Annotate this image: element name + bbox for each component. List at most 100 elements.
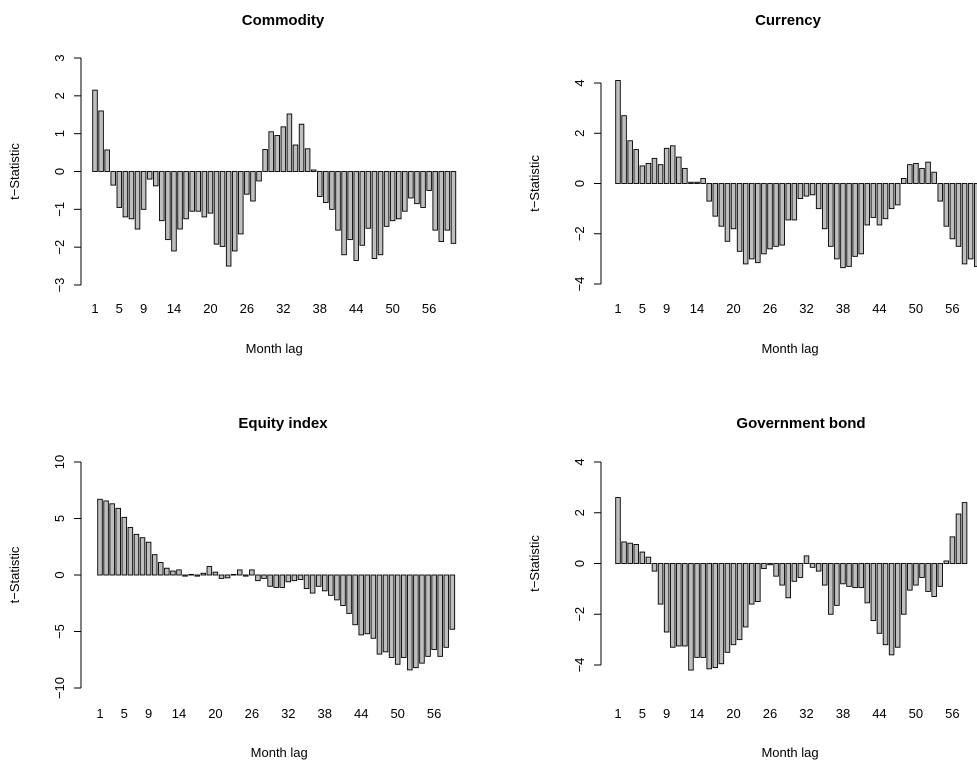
x-tick-label: 56 [945, 301, 959, 316]
bar-lag-43 [870, 183, 877, 218]
bar-lag-23 [749, 183, 755, 260]
x-tick-label: 56 [427, 706, 441, 721]
y-tick-label: 0 [52, 571, 67, 578]
bar-lag-8 [139, 537, 146, 576]
bar-lag-39 [846, 563, 852, 587]
bar-lag-14 [694, 563, 700, 658]
x-tick-label: 26 [245, 706, 259, 721]
bar-lag-29 [267, 574, 273, 587]
bar-lag-38 [322, 574, 328, 592]
bar-lag-11 [676, 156, 682, 184]
y-tick-label: −3 [52, 278, 67, 293]
bar-lag-12 [682, 563, 688, 647]
y-axis-label: t−Statistic [7, 546, 22, 603]
bar-lag-13 [688, 563, 694, 671]
x-tick-label: 5 [639, 301, 646, 316]
bar-lag-22 [219, 171, 226, 247]
bar-lag-47 [376, 574, 383, 655]
bar-lag-36 [828, 183, 834, 247]
bar-lag-42 [864, 183, 871, 226]
bar-lag-26 [249, 569, 255, 576]
bar-lag-51 [401, 574, 407, 658]
bar-lag-34 [815, 183, 822, 210]
bar-lag-29 [785, 183, 791, 221]
chart-title: Currency [755, 12, 822, 29]
bar-lag-11 [676, 563, 682, 647]
bar-lag-25 [761, 183, 767, 255]
bar-lag-40 [852, 563, 858, 589]
y-tick-label: 2 [572, 509, 587, 516]
bar-lag-31 [797, 563, 804, 578]
y-tick-label: 1 [52, 130, 67, 137]
bar-lag-7 [651, 563, 658, 572]
bar-lag-55 [425, 574, 431, 657]
bar-lag-2 [103, 500, 109, 576]
bar-lag-12 [682, 167, 688, 184]
bar-lag-21 [218, 574, 225, 579]
bar-lag-10 [669, 563, 676, 648]
bar-lag-4 [115, 507, 121, 576]
x-tick-label: 14 [690, 706, 704, 721]
y-tick-label: 0 [572, 180, 587, 187]
bar-lag-33 [809, 563, 816, 568]
bar-lag-23 [230, 573, 237, 576]
bar-lag-16 [706, 563, 712, 670]
x-tick-label: 1 [96, 706, 103, 721]
bar-lag-28 [261, 574, 267, 579]
bar-lag-2 [621, 115, 627, 184]
bar-lag-45 [359, 171, 366, 246]
bar-lag-39 [328, 574, 334, 596]
bar-lag-41 [858, 183, 864, 255]
bar-lag-52 [402, 171, 408, 212]
x-tick-label: 9 [663, 301, 670, 316]
bar-lag-30 [791, 563, 798, 582]
bar-lag-40 [329, 171, 335, 210]
bar-lag-24 [231, 171, 238, 252]
y-tick-label: −2 [572, 607, 587, 622]
bar-lag-6 [645, 162, 652, 184]
bar-lag-55 [943, 560, 950, 564]
bar-lag-7 [128, 171, 135, 220]
x-tick-label: 50 [385, 301, 399, 316]
bar-lag-22 [224, 574, 231, 579]
x-tick-label: 1 [91, 301, 98, 316]
bar-lag-32 [285, 574, 292, 583]
bar-lag-45 [882, 563, 889, 646]
bar-lag-50 [913, 563, 919, 586]
x-tick-label: 26 [763, 301, 777, 316]
x-tick-label: 32 [281, 706, 295, 721]
bar-lag-27 [773, 563, 779, 577]
bar-lag-56 [426, 171, 432, 191]
y-tick-label: 10 [52, 455, 67, 469]
bar-lag-4 [633, 149, 639, 184]
bar-lag-30 [273, 574, 279, 588]
chart-panel-3: Equity index −10 −5 0 5 10 t−Statistic 1 5 9 14 20 2… [7, 415, 456, 760]
bar-lag-57 [955, 513, 962, 564]
bar-lag-35 [821, 183, 828, 230]
chart-title: Commodity [242, 12, 325, 29]
bar-lag-56 [949, 183, 956, 240]
bar-lag-47 [371, 171, 378, 259]
bar-lag-36 [304, 148, 311, 172]
bar-lag-7 [651, 157, 658, 184]
bar-lag-8 [657, 563, 664, 605]
bar-lag-52 [925, 563, 931, 592]
bar-lag-25 [243, 574, 249, 577]
bar-lag-46 [888, 563, 895, 656]
bar-lag-20 [212, 571, 219, 576]
bar-lag-15 [177, 171, 183, 230]
bar-lag-14 [694, 181, 700, 184]
bar-lag-38 [840, 563, 846, 585]
bar-lag-40 [334, 574, 340, 601]
bar-lag-42 [346, 574, 352, 614]
bar-lag-49 [907, 563, 913, 591]
x-tick-label: 5 [121, 706, 128, 721]
bar-lag-22 [742, 183, 749, 265]
bar-lag-32 [803, 555, 810, 564]
bar-lag-20 [730, 183, 737, 230]
bar-lag-27 [773, 183, 779, 247]
y-tick-label: −10 [52, 677, 67, 699]
bar-lag-3 [627, 542, 633, 564]
bar-lag-54 [419, 574, 425, 664]
y-axis-label: t−Statistic [7, 143, 22, 200]
